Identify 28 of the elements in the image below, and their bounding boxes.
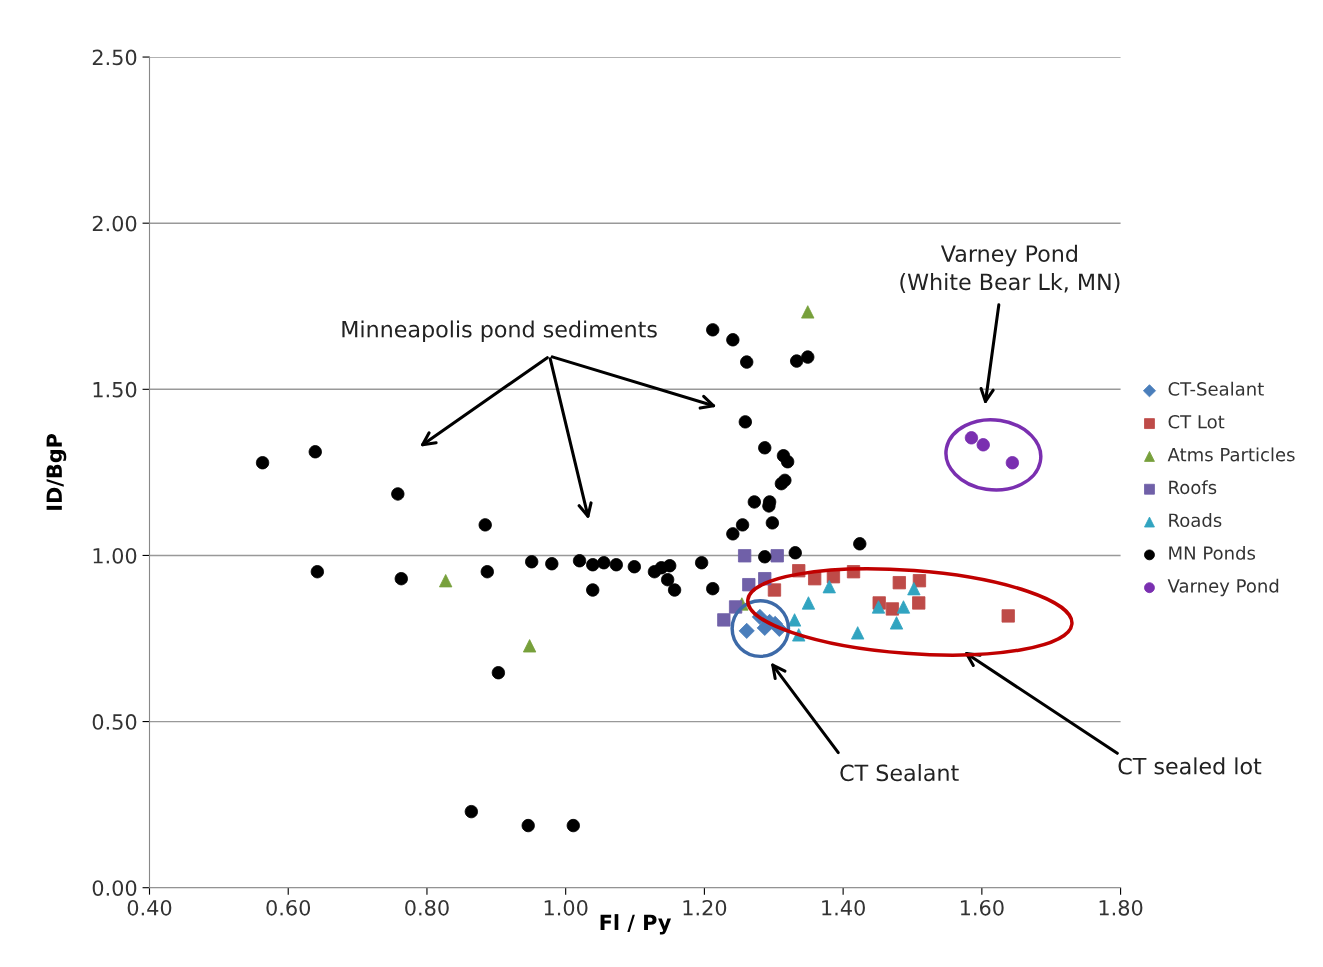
legend-label: Roofs xyxy=(1169,480,1217,495)
y-tick-label: 0.00 xyxy=(92,880,137,896)
x-tick-label: 1.80 xyxy=(1099,899,1143,916)
x-tick-label: 0.80 xyxy=(405,899,449,916)
annotation: CT sealed lot xyxy=(1118,757,1262,775)
x-tick-label: 1.60 xyxy=(960,899,1004,916)
x-axis-title: Fl / Py xyxy=(600,914,672,935)
y-tick-label: 2.00 xyxy=(92,215,137,232)
legend-label: Atms Particles xyxy=(1167,447,1295,462)
y-tick-label: 1.00 xyxy=(93,547,137,564)
annotation: CT Sealant xyxy=(840,763,959,782)
legend-label: MN Ponds xyxy=(1169,545,1256,560)
legend-label: Roads xyxy=(1169,513,1222,528)
x-tick-label: 1.40 xyxy=(822,899,865,916)
y-tick-label: 1.50 xyxy=(93,381,137,398)
annotation: Varney Pond (White Bear Lk, MN) xyxy=(900,244,1120,293)
legend-label: CT Lot xyxy=(1168,414,1225,429)
y-axis-title: ID/BgP xyxy=(46,433,67,510)
legend-label: CT-Sealant xyxy=(1168,381,1264,396)
x-tick-label: 1.20 xyxy=(683,899,727,916)
legend-label: Varney Pond xyxy=(1167,578,1279,597)
y-tick-label: 0.50 xyxy=(92,714,137,730)
y-tick-label: 2.50 xyxy=(92,49,137,66)
annotation: Minneapolis pond sediments xyxy=(342,320,657,342)
point xyxy=(738,622,755,639)
x-tick-label: 0.40 xyxy=(127,899,172,916)
x-tick-label: 1.00 xyxy=(544,899,588,916)
x-tick-label: 0.60 xyxy=(266,899,311,916)
